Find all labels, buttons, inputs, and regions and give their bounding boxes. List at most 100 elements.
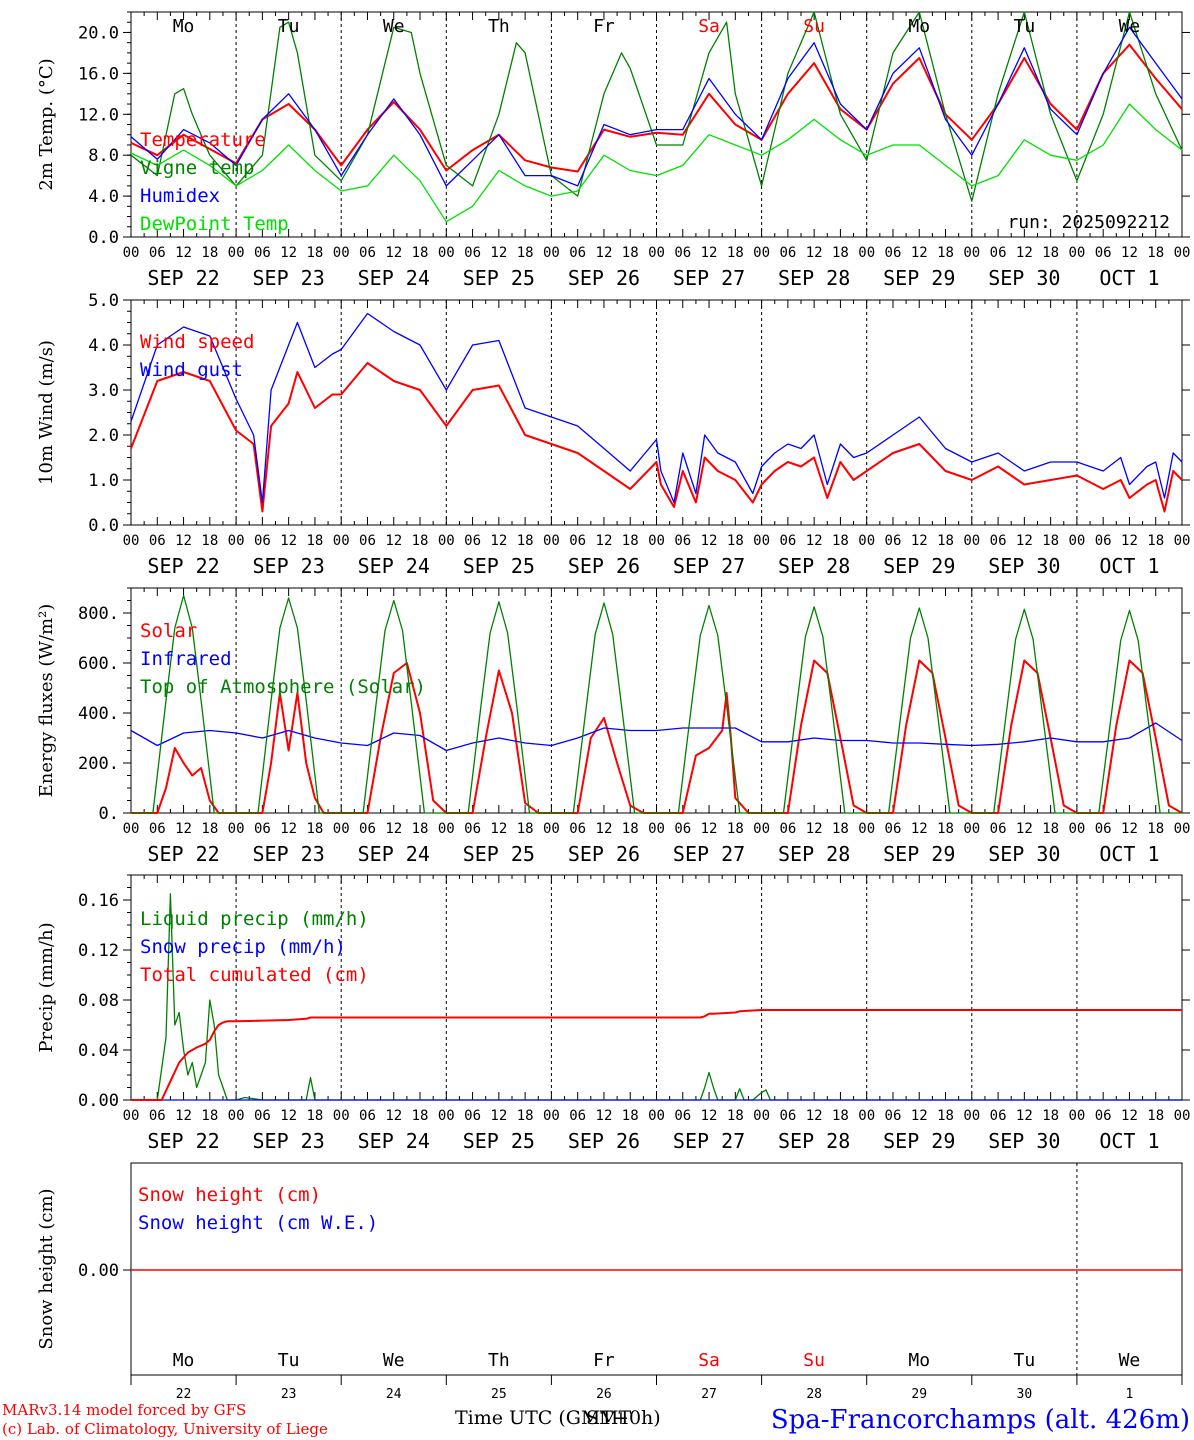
hour-tick-label: 06 (254, 1108, 271, 1124)
hour-tick-label: 12 (175, 821, 192, 837)
hour-tick-label: 00 (963, 533, 980, 549)
series-top-of-atmosphere-solar- (131, 594, 1182, 814)
hour-tick-label: 00 (123, 533, 140, 549)
date-label: SEP 22 (147, 842, 219, 866)
hour-tick-label: 12 (911, 821, 928, 837)
hour-tick-label: 00 (648, 821, 665, 837)
hour-tick-label: 06 (674, 821, 691, 837)
hour-tick-label: 00 (1068, 245, 1085, 261)
hour-tick-label: 06 (254, 533, 271, 549)
weekday-label: Mo (173, 1350, 195, 1371)
date-label: SEP 22 (147, 554, 219, 578)
hour-tick-label: 18 (306, 245, 323, 261)
date-label: SEP 28 (778, 842, 850, 866)
legend-entry: Snow height (cm) (138, 1184, 321, 1206)
hour-tick-label: 00 (123, 1108, 140, 1124)
hour-tick-label: 12 (596, 1108, 613, 1124)
hour-tick-label: 18 (306, 1108, 323, 1124)
panel-frame (130, 299, 1183, 526)
date-label: SEP 26 (568, 554, 640, 578)
hour-tick-label: 06 (464, 821, 481, 837)
hour-tick-label: 00 (333, 533, 350, 549)
date-label: SEP 26 (568, 266, 640, 290)
ytick-label: 400. (78, 704, 119, 724)
date-label: SEP 24 (358, 554, 430, 578)
hour-tick-label: 18 (937, 245, 954, 261)
legend-entry: Temperature (140, 129, 266, 151)
panel-0 (123, 11, 1190, 238)
date-label: SEP 23 (253, 842, 325, 866)
hour-tick-label: 18 (937, 1108, 954, 1124)
hour-tick-label: 06 (990, 821, 1007, 837)
ytick-label: 5.0 (88, 291, 119, 311)
hour-tick-label: 00 (648, 1108, 665, 1124)
hour-tick-label: 12 (1016, 533, 1033, 549)
hour-tick-label: 12 (490, 1108, 507, 1124)
hour-tick-label: 18 (832, 1108, 849, 1124)
hour-tick-label: 12 (280, 1108, 297, 1124)
hour-tick-label: 00 (753, 245, 770, 261)
hour-tick-label: 18 (727, 533, 744, 549)
hour-tick-label: 18 (517, 1108, 534, 1124)
weekday-label: Tu (1014, 1350, 1036, 1371)
ylabel: 2m Temp. (°C) (36, 58, 57, 190)
ylabel: 10m Wind (m/s) (36, 340, 57, 485)
date-label: SEP 24 (358, 266, 430, 290)
ytick-label: 600. (78, 654, 119, 674)
legend-entry: Wind speed (140, 331, 254, 353)
hour-tick-label: 18 (1042, 821, 1059, 837)
hour-tick-label: 18 (1042, 1108, 1059, 1124)
ytick-label: 0.16 (78, 891, 119, 911)
hour-tick-label: 18 (201, 533, 218, 549)
panel-3 (123, 874, 1190, 1101)
hour-tick-label: 12 (806, 533, 823, 549)
weekday-label: Fr (593, 16, 615, 37)
weekday-label: Mo (173, 16, 195, 37)
hour-tick-label: 18 (412, 1108, 429, 1124)
hour-tick-label: 18 (1147, 1108, 1164, 1124)
hour-tick-label: 06 (885, 533, 902, 549)
day-number: 1 (1126, 1387, 1134, 1402)
hour-tick-label: 18 (1042, 245, 1059, 261)
hour-tick-label: 12 (701, 821, 718, 837)
hour-tick-label: 06 (1095, 533, 1112, 549)
date-label: OCT 1 (1099, 842, 1159, 866)
hour-tick-label: 06 (1095, 245, 1112, 261)
legend-entry: Wind gust (140, 359, 243, 381)
date-label: SEP 25 (463, 1129, 535, 1153)
hour-tick-label: 06 (1095, 1108, 1112, 1124)
hour-tick-label: 18 (201, 1108, 218, 1124)
ytick-label: 8.0 (88, 146, 119, 166)
weekday-label: Tu (278, 1350, 300, 1371)
hour-tick-label: 18 (412, 821, 429, 837)
hour-tick-label: 06 (990, 1108, 1007, 1124)
hour-tick-label: 12 (280, 245, 297, 261)
date-label: SEP 22 (147, 266, 219, 290)
hour-tick-label: 18 (622, 1108, 639, 1124)
date-label: SEP 23 (253, 266, 325, 290)
hour-tick-label: 00 (438, 245, 455, 261)
hour-tick-label: 06 (674, 245, 691, 261)
ytick-label: 800. (78, 604, 119, 624)
hour-tick-label: 00 (438, 1108, 455, 1124)
hour-tick-label: 12 (1121, 245, 1138, 261)
date-label: SEP 24 (358, 1129, 430, 1153)
date-label: SEP 24 (358, 842, 430, 866)
hour-tick-label: 06 (359, 533, 376, 549)
hour-tick-label: 18 (1042, 533, 1059, 549)
hour-tick-label: 00 (648, 245, 665, 261)
hour-tick-label: 00 (543, 821, 560, 837)
hour-tick-label: 06 (464, 1108, 481, 1124)
hour-tick-label: 00 (1174, 1108, 1191, 1124)
hour-tick-label: 18 (1147, 245, 1164, 261)
day-number: 30 (1017, 1387, 1033, 1402)
date-label: SEP 30 (988, 842, 1060, 866)
date-label: OCT 1 (1099, 266, 1159, 290)
hour-tick-label: 00 (333, 245, 350, 261)
time-axis-overlap: SMT (586, 1407, 631, 1429)
ytick-label: 4.0 (88, 336, 119, 356)
hour-tick-label: 18 (727, 821, 744, 837)
hour-tick-label: 00 (1174, 245, 1191, 261)
legend-entry: Infrared (140, 648, 232, 670)
